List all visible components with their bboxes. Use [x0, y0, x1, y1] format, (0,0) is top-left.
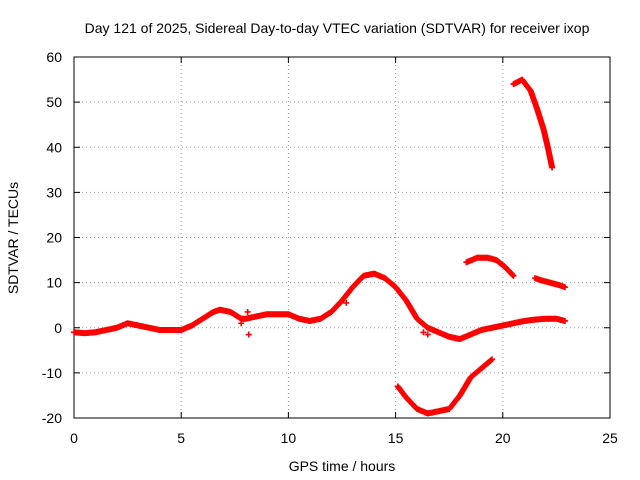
axis-ticks: 0 5 10 15 20 25 -20 -10 0 10 20 30 40 50 60 — [42, 49, 618, 446]
data-point — [238, 320, 245, 327]
y-axis-label: SDTVAR / TECUs — [5, 182, 21, 294]
x-axis-label: GPS time / hours — [289, 458, 396, 474]
chart-title: Day 121 of 2025, Sidereal Day-to-day VTE… — [85, 20, 590, 36]
y-tick-label: -20 — [42, 410, 62, 426]
x-tick-label: 5 — [177, 430, 185, 446]
grid — [74, 57, 610, 418]
data-points — [71, 76, 568, 417]
y-tick-label: -10 — [42, 365, 62, 381]
data-point — [424, 331, 431, 338]
data-point — [244, 308, 251, 315]
data-point — [420, 329, 427, 336]
data-point — [549, 164, 556, 171]
x-tick-label: 0 — [70, 430, 78, 446]
data-point — [561, 317, 568, 324]
x-tick-label: 20 — [495, 430, 511, 446]
y-tick-label: 40 — [46, 139, 62, 155]
y-tick-label: 50 — [46, 94, 62, 110]
data-point — [489, 356, 496, 363]
data-point — [510, 272, 517, 279]
x-tick-label: 25 — [602, 430, 618, 446]
y-tick-label: 0 — [54, 320, 62, 336]
x-tick-label: 15 — [388, 430, 404, 446]
data-point — [561, 284, 568, 291]
y-tick-label: 60 — [46, 49, 62, 65]
x-tick-label: 10 — [281, 430, 297, 446]
y-tick-label: 30 — [46, 184, 62, 200]
data-point — [343, 299, 350, 306]
data-point — [245, 331, 252, 338]
y-tick-label: 10 — [46, 275, 62, 291]
y-tick-label: 20 — [46, 230, 62, 246]
